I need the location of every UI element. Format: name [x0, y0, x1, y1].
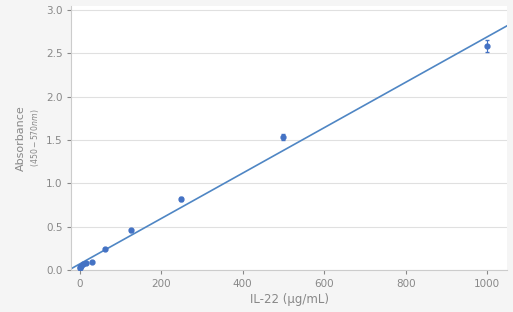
X-axis label: IL-22 (μg/mL): IL-22 (μg/mL) [250, 294, 329, 306]
Y-axis label: Absorbance
$_{(450-570 nm)}$: Absorbance $_{(450-570 nm)}$ [16, 105, 42, 171]
